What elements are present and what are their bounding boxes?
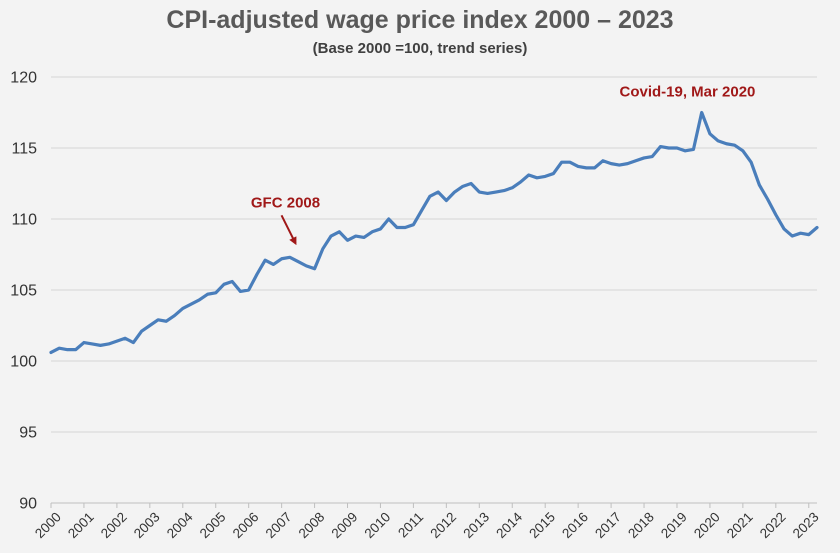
x-tick-label: 2002 (98, 509, 130, 541)
x-axis-tick-labels: 2000 2001 2002 2003 2004 2005 2006 2007 2008 2009… (32, 509, 822, 541)
x-tick-label: 2010 (362, 509, 394, 541)
y-tick-label: 100 (10, 354, 37, 371)
y-tick-label: 115 (11, 141, 37, 158)
x-tick-label: 2011 (395, 509, 426, 540)
y-tick-label: 110 (11, 212, 37, 229)
annotations: GFC 2008 Covid-19, Mar 2020 (251, 84, 755, 246)
axes (50, 502, 817, 508)
x-tick-label: 2003 (131, 509, 163, 541)
x-tick-label: 2019 (658, 509, 690, 541)
chart-title: CPI-adjusted wage price index 2000 – 202… (166, 6, 674, 34)
gridlines (51, 76, 817, 433)
x-tick-label: 2004 (164, 509, 196, 541)
x-tick-label: 2001 (65, 509, 97, 541)
x-tick-label: 2020 (691, 509, 723, 541)
annotation-gfc-arrow (280, 214, 297, 246)
x-tick-label: 2015 (526, 509, 558, 541)
x-tick-label: 2018 (625, 509, 657, 541)
x-tick-label: 2022 (757, 509, 789, 541)
x-tick-label: 2013 (460, 509, 492, 541)
y-tick-label: 95 (19, 425, 37, 442)
x-tick-label: 2000 (32, 509, 64, 541)
x-tick-label: 2005 (197, 509, 229, 541)
x-tick-label: 2014 (493, 509, 525, 541)
x-tick-label: 2023 (790, 509, 822, 541)
y-tick-label: 90 (19, 496, 37, 513)
series-line (49, 110, 819, 355)
x-tick-label: 2016 (559, 509, 591, 541)
y-axis-tick-labels: 90 95 100 105 110 115 120 (10, 70, 37, 513)
x-tick-label: 2017 (592, 509, 624, 541)
x-tick-label: 2007 (263, 509, 295, 541)
x-tick-label: 2021 (724, 509, 756, 541)
series-layer (49, 110, 819, 355)
y-tick-label: 105 (10, 283, 37, 300)
x-tick-label: 2012 (427, 509, 459, 541)
x-tick-label: 2009 (329, 509, 361, 541)
x-tick-label: 2006 (230, 509, 262, 541)
annotation-gfc: GFC 2008 (251, 194, 320, 211)
annotation-covid: Covid-19, Mar 2020 (619, 84, 755, 101)
chart-subtitle: (Base 2000 =100, trend series) (312, 40, 528, 57)
y-tick-label: 120 (10, 70, 37, 87)
x-tick-label: 2008 (296, 509, 328, 541)
